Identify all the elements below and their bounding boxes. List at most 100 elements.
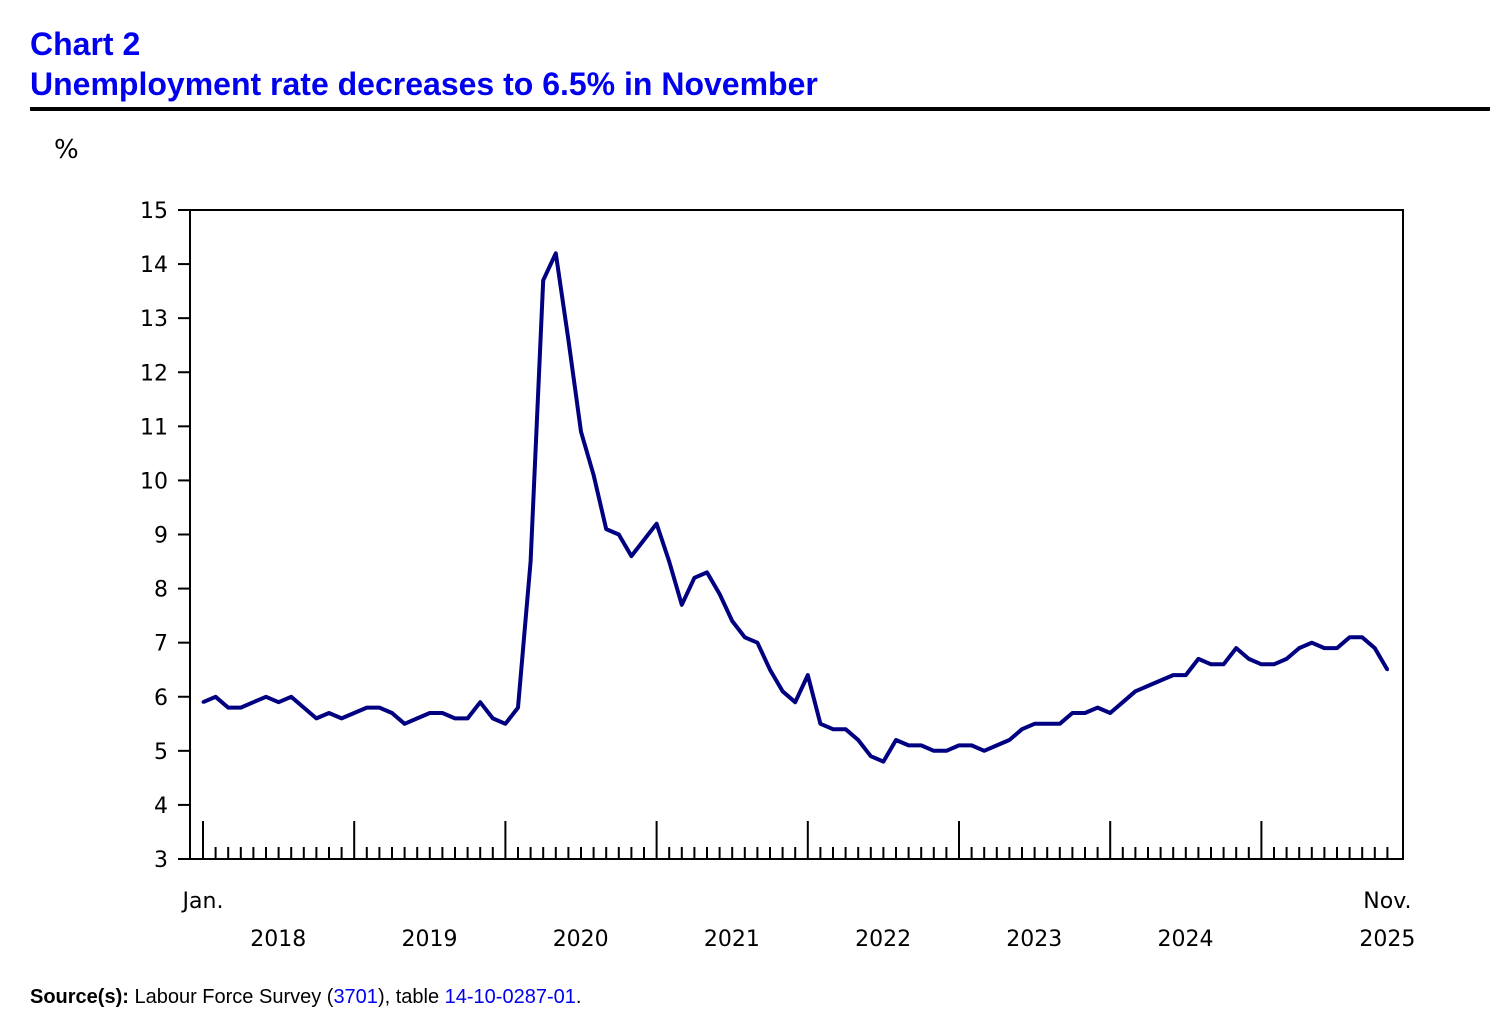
- data-point: [1247, 657, 1251, 661]
- data-point: [491, 716, 495, 720]
- data-point: [1070, 711, 1074, 715]
- x-year-label: 2023: [1006, 927, 1062, 952]
- x-year-label: 2020: [553, 927, 609, 952]
- data-point: [466, 716, 470, 720]
- data-point: [1020, 727, 1024, 731]
- x-year-label: 2024: [1158, 927, 1214, 952]
- data-point: [932, 749, 936, 753]
- data-point: [768, 668, 772, 672]
- line-chart: 3 4 5 6 7 8 9 10 11 12 13 14 15 2018 2019 2020 2021 2022…: [140, 199, 1415, 952]
- x-year-label: 2025: [1359, 927, 1415, 952]
- chart-number: Chart 2: [30, 26, 141, 62]
- y-axis-unit-label: %: [54, 135, 79, 165]
- data-point: [277, 700, 281, 704]
- data-point: [755, 641, 759, 645]
- y-tick-label: 15: [140, 199, 168, 224]
- data-point: [541, 278, 545, 282]
- y-tick-label: 11: [140, 415, 168, 440]
- data-point: [1096, 706, 1100, 710]
- data-point: [617, 533, 621, 536]
- y-tick-label: 6: [154, 686, 168, 711]
- data-point: [377, 706, 381, 710]
- data-point: [831, 727, 835, 731]
- data-point: [642, 538, 646, 542]
- x-end-month-label: Nov.: [1363, 889, 1411, 914]
- data-points: [201, 251, 1389, 764]
- data-point: [403, 722, 407, 726]
- data-point: [1133, 689, 1137, 693]
- y-tick-label: 7: [154, 632, 168, 657]
- chart-heading: Unemployment rate decreases to 6.5% in N…: [30, 66, 818, 102]
- data-point: [995, 743, 999, 747]
- x-year-label: 2019: [402, 927, 458, 952]
- title-divider: [30, 107, 1490, 111]
- data-point: [1121, 700, 1125, 704]
- data-point: [907, 743, 911, 747]
- data-point: [1335, 646, 1339, 650]
- data-point: [264, 695, 268, 699]
- data-point: [327, 711, 331, 715]
- data-point: [251, 700, 255, 704]
- data-point: [1045, 722, 1049, 726]
- data-point: [239, 706, 243, 710]
- table-link[interactable]: 14-10-0287-01: [444, 986, 576, 1008]
- data-point: [478, 700, 482, 704]
- data-point: [529, 560, 533, 564]
- data-point: [201, 700, 205, 704]
- data-point: [1385, 668, 1389, 672]
- data-point: [856, 738, 860, 742]
- data-point: [692, 576, 696, 580]
- chart-title: Chart 2 Unemployment rate decreases to 6…: [30, 24, 818, 104]
- data-point: [340, 716, 344, 720]
- y-tick-label: 8: [154, 578, 168, 603]
- survey-link[interactable]: 3701: [333, 986, 378, 1008]
- data-point: [1159, 679, 1163, 683]
- data-point: [1373, 646, 1377, 650]
- data-point: [365, 706, 369, 710]
- data-point: [1285, 657, 1289, 661]
- x-year-label: 2021: [704, 927, 760, 952]
- data-point: [982, 749, 986, 753]
- data-point: [1209, 662, 1213, 666]
- data-point: [806, 673, 810, 677]
- y-tick-label: 4: [154, 794, 168, 819]
- data-point: [579, 430, 583, 434]
- source-text-3: .: [575, 986, 582, 1008]
- data-point: [1007, 738, 1011, 742]
- data-point: [881, 760, 885, 764]
- data-point: [1033, 722, 1037, 726]
- data-point: [1234, 646, 1238, 650]
- data-point: [869, 754, 873, 758]
- data-point: [503, 722, 507, 726]
- data-point: [415, 716, 419, 720]
- y-tick-label: 13: [140, 307, 168, 332]
- x-axis: 2018 2019 2020 2021 2022 2023 2024 2025: [202, 821, 1415, 952]
- data-point: [440, 711, 444, 715]
- data-point: [554, 251, 558, 255]
- plot-frame: [189, 209, 1404, 860]
- data-point: [566, 338, 570, 342]
- data-point: [743, 635, 747, 639]
- data-point: [214, 695, 218, 699]
- data-point: [604, 527, 608, 531]
- data-point: [226, 706, 230, 710]
- data-point: [667, 560, 671, 564]
- data-point: [390, 711, 394, 715]
- data-point: [453, 716, 457, 720]
- y-tick-label: 14: [140, 253, 168, 278]
- data-point: [1297, 646, 1301, 650]
- data-point: [793, 700, 797, 704]
- data-point: [1083, 711, 1087, 715]
- data-point: [1348, 635, 1352, 639]
- source-text-1: Labour Force Survey (: [128, 986, 334, 1008]
- data-point: [818, 722, 822, 726]
- y-tick-label: 10: [140, 469, 168, 494]
- data-point: [1058, 722, 1062, 726]
- data-point: [428, 711, 432, 715]
- data-point: [1146, 684, 1150, 688]
- data-point: [314, 716, 318, 720]
- y-axis: 3 4 5 6 7 8 9 10 11 12 13 14 15: [140, 199, 190, 873]
- data-point: [629, 554, 633, 558]
- data-point: [844, 727, 848, 731]
- data-point: [302, 706, 306, 710]
